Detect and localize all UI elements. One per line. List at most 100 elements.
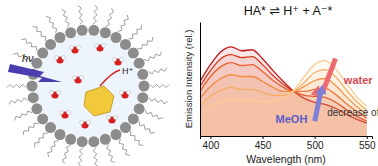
head-group <box>100 27 111 38</box>
chart-title: HA* ⇌ H⁺ + A⁻* <box>244 4 333 18</box>
head-group <box>137 92 148 103</box>
water-molecule <box>80 121 91 129</box>
meoh-arrow-head <box>315 84 326 94</box>
surfactant-tail <box>128 25 141 39</box>
surfactant-tail <box>78 5 83 24</box>
y-axis <box>200 23 201 137</box>
x-axis-line <box>201 137 373 140</box>
x-tick: 400 <box>203 136 220 151</box>
surfactant-tail <box>93 5 98 24</box>
head-group <box>31 103 42 114</box>
x-tick-label: 550 <box>359 140 376 151</box>
water-molecule <box>120 91 131 99</box>
water-molecule <box>73 76 84 84</box>
water-arrow <box>323 59 336 92</box>
surfactant-tail <box>35 133 48 147</box>
surfactant-tail <box>46 16 57 33</box>
surfactant-tail <box>144 52 162 61</box>
surfactant-tail <box>23 123 39 135</box>
water-molecule <box>60 111 71 119</box>
x-tick-mark <box>210 136 211 139</box>
head-group <box>128 113 139 124</box>
spectrum-line <box>200 61 367 115</box>
annotation: MeOH <box>276 113 308 125</box>
surfactant-tail <box>62 145 70 163</box>
surfactant-tail <box>130 131 143 145</box>
head-group <box>139 81 150 92</box>
surfactant-tail <box>148 68 167 74</box>
head-group <box>65 27 76 38</box>
y-axis-title: Emission Intensity (rel.) <box>183 30 194 129</box>
surfactant-tail <box>78 148 83 166</box>
head-group <box>111 32 122 43</box>
head-group <box>111 129 122 140</box>
surfactant-tail <box>93 147 98 166</box>
surfactant-tail <box>150 84 169 87</box>
head-group <box>134 58 145 69</box>
x-tick-label: 400 <box>203 140 220 151</box>
head-group <box>120 122 131 133</box>
water-molecule <box>113 58 124 66</box>
x-tick: 500 <box>307 136 324 151</box>
head-group <box>88 136 99 147</box>
light-arrow <box>8 64 62 82</box>
x-tick-mark <box>367 136 368 139</box>
surfactant-tail <box>61 9 69 27</box>
annotations: water MeOH decrease of ω <box>276 59 378 125</box>
head-group <box>137 69 148 80</box>
water-molecule <box>95 44 106 52</box>
x-axis-title: Wavelength (nm) <box>246 153 326 165</box>
y-axis-line <box>200 23 201 137</box>
head-group <box>45 122 56 133</box>
surfactant-tail <box>107 144 115 162</box>
surfactant-tail <box>118 15 129 32</box>
spectrum-area <box>200 61 367 136</box>
head-group <box>77 25 88 36</box>
surfactant-tail <box>14 111 32 120</box>
x-tick-mark <box>315 136 316 139</box>
probe-molecule <box>84 86 114 116</box>
head-group <box>27 81 38 92</box>
surfactant-tail <box>106 8 114 26</box>
head-group <box>45 39 56 50</box>
light-label: hν <box>22 52 34 64</box>
proton-arrow <box>100 70 120 86</box>
x-tick: 550 <box>359 136 376 151</box>
surfactant-tail <box>21 39 37 51</box>
micelle-diagram: hν H⁺ <box>7 5 169 166</box>
head-group <box>88 25 99 36</box>
water-molecule <box>55 56 66 64</box>
annotation: decrease of ω <box>327 107 378 118</box>
x-tick-label: 450 <box>255 140 272 151</box>
meoh-arrow <box>315 91 321 121</box>
x-tick-mark <box>263 136 264 139</box>
head-group <box>28 92 39 103</box>
plot-area <box>200 47 367 136</box>
water-molecule <box>50 91 61 99</box>
surfactant-tail <box>48 140 59 157</box>
surfactant-tail <box>137 37 153 49</box>
x-axis: 400 450 500 550 <box>201 136 377 151</box>
surfactant-tail <box>145 110 163 119</box>
head-group <box>37 48 48 59</box>
water-molecule <box>70 46 81 54</box>
head-group <box>128 48 139 59</box>
head-group <box>77 136 88 147</box>
x-tick: 450 <box>255 136 272 151</box>
surfactant-tail <box>139 121 155 133</box>
water-pool <box>36 34 140 138</box>
surfactant-tail <box>32 27 45 41</box>
annotation: water <box>343 74 373 86</box>
head-group <box>100 134 111 145</box>
head-group <box>55 129 66 140</box>
surfactant-tail <box>9 98 28 104</box>
head-group <box>134 103 145 114</box>
figure: hν H⁺ 400 450 500 550 Wavelength (nm) Emission … <box>0 0 378 166</box>
proton-label: H⁺ <box>122 66 133 76</box>
spectrum-area <box>200 47 367 136</box>
surfactant-tail <box>119 139 130 156</box>
head-group <box>65 134 76 145</box>
water-molecule <box>107 116 118 124</box>
head-group <box>55 32 66 43</box>
spectrum-area <box>200 55 367 136</box>
